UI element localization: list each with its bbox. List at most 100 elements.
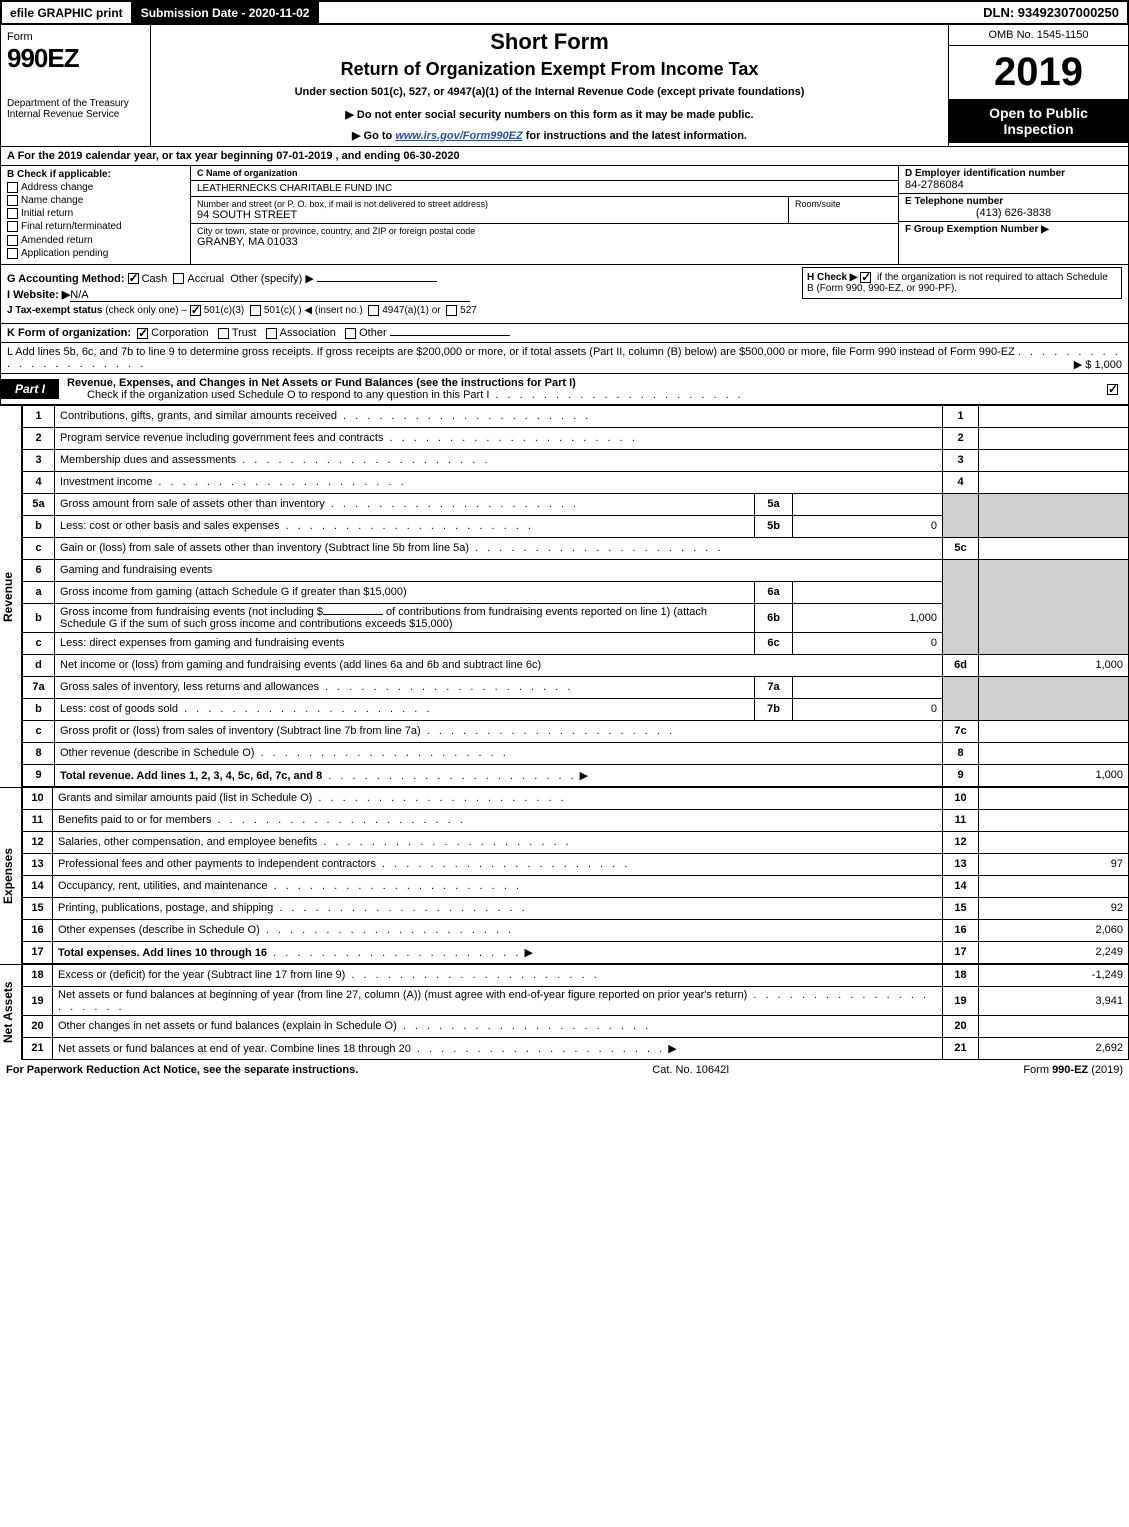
- line-16: 16Other expenses (describe in Schedule O…: [23, 919, 1129, 941]
- chk-application-pending[interactable]: Application pending: [7, 248, 184, 259]
- line-14: 14Occupancy, rent, utilities, and mainte…: [23, 875, 1129, 897]
- line-4: 4Investment income4: [23, 471, 1129, 493]
- form-footer: Form 990-EZ (2019): [1023, 1064, 1123, 1076]
- header-right: OMB No. 1545-1150 2019 Open to Public In…: [948, 25, 1128, 146]
- header-left: Form 990EZ Department of the Treasury In…: [1, 25, 151, 146]
- box-h: H Check ▶ if the organization is not req…: [802, 267, 1122, 299]
- form-number: 990EZ: [7, 43, 144, 74]
- revenue-table: 1Contributions, gifts, grants, and simil…: [22, 405, 1129, 787]
- line-12: 12Salaries, other compensation, and empl…: [23, 831, 1129, 853]
- line-11: 11Benefits paid to or for members11: [23, 809, 1129, 831]
- do-not-enter: ▶ Do not enter social security numbers o…: [161, 108, 938, 121]
- footer: For Paperwork Reduction Act Notice, see …: [0, 1060, 1129, 1080]
- under-section: Under section 501(c), 527, or 4947(a)(1)…: [161, 86, 938, 98]
- line-18: 18Excess or (deficit) for the year (Subt…: [23, 964, 1129, 986]
- line-13: 13Professional fees and other payments t…: [23, 853, 1129, 875]
- part1-tab: Part I: [1, 379, 59, 399]
- block-bcdef: B Check if applicable: Address change Na…: [0, 166, 1129, 265]
- box-def: D Employer identification number 84-2786…: [898, 166, 1128, 264]
- irs-link[interactable]: www.irs.gov/Form990EZ: [395, 130, 522, 142]
- chk-accrual[interactable]: [173, 273, 184, 284]
- line-15: 15Printing, publications, postage, and s…: [23, 897, 1129, 919]
- return-title: Return of Organization Exempt From Incom…: [161, 59, 938, 80]
- topbar: efile GRAPHIC print Submission Date - 20…: [0, 0, 1129, 25]
- part1-header: Part I Revenue, Expenses, and Changes in…: [0, 374, 1129, 405]
- line-a: A For the 2019 calendar year, or tax yea…: [0, 147, 1129, 166]
- line-6: 6Gaming and fundraising events: [23, 559, 1129, 581]
- line-6d: dNet income or (loss) from gaming and fu…: [23, 654, 1129, 676]
- open-public: Open to Public Inspection: [949, 99, 1128, 143]
- chk-cash[interactable]: [128, 273, 139, 284]
- part1-schedule-o-chk[interactable]: [1100, 383, 1128, 395]
- chk-527[interactable]: [446, 305, 457, 316]
- form-header: Form 990EZ Department of the Treasury In…: [0, 25, 1129, 147]
- omb-number: OMB No. 1545-1150: [949, 25, 1128, 46]
- line-1: 1Contributions, gifts, grants, and simil…: [23, 405, 1129, 427]
- box-c: C Name of organization LEATHERNECKS CHAR…: [191, 166, 898, 264]
- line-3: 3Membership dues and assessments3: [23, 449, 1129, 471]
- revenue-label: Revenue: [0, 405, 22, 787]
- expenses-label: Expenses: [0, 787, 22, 964]
- row-k: K Form of organization: Corporation Trus…: [0, 324, 1129, 343]
- block-ghij: H Check ▶ if the organization is not req…: [0, 265, 1129, 324]
- box-b: B Check if applicable: Address change Na…: [1, 166, 191, 264]
- chk-initial-return[interactable]: Initial return: [7, 208, 184, 219]
- phone-label: E Telephone number: [905, 196, 1122, 207]
- ein-value: 84-2786084: [905, 179, 1122, 191]
- chk-association[interactable]: [266, 328, 277, 339]
- net-assets-table: 18Excess or (deficit) for the year (Subt…: [22, 964, 1129, 1060]
- line-10: 10Grants and similar amounts paid (list …: [23, 787, 1129, 809]
- paperwork-notice: For Paperwork Reduction Act Notice, see …: [6, 1064, 358, 1076]
- short-form-title: Short Form: [161, 29, 938, 55]
- efile-print[interactable]: efile GRAPHIC print: [2, 2, 133, 23]
- room-suite-label: Room/suite: [788, 197, 898, 223]
- chk-4947[interactable]: [368, 305, 379, 316]
- city-state-zip: GRANBY, MA 01033: [197, 236, 892, 248]
- cat-no: Cat. No. 10642I: [652, 1064, 729, 1076]
- other-method-input[interactable]: [317, 281, 437, 282]
- chk-amended-return[interactable]: Amended return: [7, 235, 184, 246]
- form-label: Form: [7, 31, 144, 43]
- line-9: 9Total revenue. Add lines 1, 2, 3, 4, 5c…: [23, 764, 1129, 786]
- line-21: 21Net assets or fund balances at end of …: [23, 1037, 1129, 1059]
- chk-trust[interactable]: [218, 328, 229, 339]
- c-name-label: C Name of organization: [197, 168, 298, 178]
- ein-label: D Employer identification number: [905, 168, 1122, 179]
- line-7c: cGross profit or (loss) from sales of in…: [23, 720, 1129, 742]
- row-l: L Add lines 5b, 6c, and 7b to line 9 to …: [0, 343, 1129, 374]
- street-address: 94 SOUTH STREET: [197, 209, 782, 221]
- chk-address-change[interactable]: Address change: [7, 182, 184, 193]
- expenses-table: 10Grants and similar amounts paid (list …: [22, 787, 1129, 964]
- box-b-label: B Check if applicable:: [7, 169, 184, 180]
- dln: DLN: 93492307000250: [975, 2, 1127, 23]
- row-j: J Tax-exempt status (check only one) – 5…: [7, 305, 1122, 316]
- header-center: Short Form Return of Organization Exempt…: [151, 25, 948, 146]
- line-7a: 7aGross sales of inventory, less returns…: [23, 676, 1129, 698]
- chk-corporation[interactable]: [137, 328, 148, 339]
- chk-final-return[interactable]: Final return/terminated: [7, 221, 184, 232]
- chk-name-change[interactable]: Name change: [7, 195, 184, 206]
- submission-date: Submission Date - 2020-11-02: [133, 2, 320, 23]
- line-5a: 5aGross amount from sale of assets other…: [23, 493, 1129, 515]
- tax-year: 2019: [949, 46, 1128, 99]
- net-assets-label: Net Assets: [0, 964, 22, 1060]
- org-name: LEATHERNECKS CHARITABLE FUND INC: [197, 183, 392, 194]
- group-exemption-label: F Group Exemption Number ▶: [905, 224, 1122, 235]
- line-2: 2Program service revenue including gover…: [23, 427, 1129, 449]
- line-17: 17Total expenses. Add lines 10 through 1…: [23, 941, 1129, 963]
- chk-501c[interactable]: [250, 305, 261, 316]
- line-5c: cGain or (loss) from sale of assets othe…: [23, 537, 1129, 559]
- phone-value: (413) 626-3838: [905, 207, 1122, 219]
- chk-other-org[interactable]: [345, 328, 356, 339]
- dept-label: Department of the Treasury Internal Reve…: [7, 98, 144, 120]
- line-20: 20Other changes in net assets or fund ba…: [23, 1015, 1129, 1037]
- line-8: 8Other revenue (describe in Schedule O)8: [23, 742, 1129, 764]
- city-label: City or town, state or province, country…: [197, 226, 892, 236]
- addr-label: Number and street (or P. O. box, if mail…: [197, 199, 782, 209]
- website-value: N/A: [70, 289, 470, 302]
- chk-501c3[interactable]: [190, 305, 201, 316]
- part1-title: Revenue, Expenses, and Changes in Net As…: [59, 374, 1100, 404]
- chk-h[interactable]: [860, 272, 871, 283]
- line-19: 19Net assets or fund balances at beginni…: [23, 986, 1129, 1015]
- goto-line: ▶ Go to www.irs.gov/Form990EZ for instru…: [161, 129, 938, 142]
